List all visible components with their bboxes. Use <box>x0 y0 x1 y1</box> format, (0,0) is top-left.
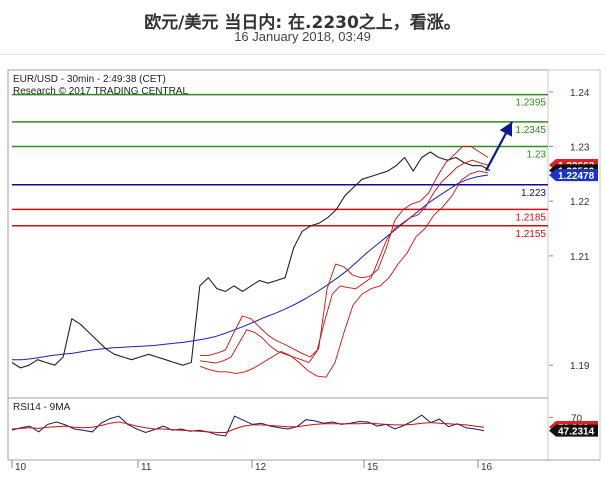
price-tag-label-2: 1.22478 <box>558 171 595 182</box>
y-axis-strip <box>547 69 601 461</box>
price-line <box>11 151 491 369</box>
y-tick-label-0: 1.24 <box>570 88 590 99</box>
forecast-arrowhead <box>499 121 513 137</box>
level-label-3: 1.223 <box>521 188 546 199</box>
rsi-panel <box>7 397 549 461</box>
header-divider <box>0 54 605 55</box>
x-tick-label-4: 16 <box>481 462 493 473</box>
rsi-ma-line <box>11 421 485 433</box>
level-label-4: 1.2185 <box>515 212 546 223</box>
chart-layer: 1.2395 1.2345 1.23 1.223 1.2185 1.2155 1.24 1.2… <box>11 88 598 473</box>
x-tick-label-3: 15 <box>367 462 379 473</box>
bollinger-lower-band <box>199 170 489 378</box>
level-label-1: 1.2345 <box>515 125 546 136</box>
y-tick-label-2: 1.22 <box>570 197 590 208</box>
chart-title: EUR/USD - 30min - 2:49:38 (CET) <box>13 74 166 85</box>
main-panel <box>7 69 549 399</box>
level-label-5: 1.2155 <box>515 229 546 240</box>
page-title: 欧元/美元 当日内: 在.2230之上，看涨。 <box>144 13 461 33</box>
x-tick-label-1: 11 <box>141 462 152 473</box>
page-subtitle: 16 January 2018, 03:49 <box>234 29 371 44</box>
rsi-y-tick-label-0: 70 <box>571 413 583 424</box>
rsi-tag-1 <box>549 424 598 437</box>
level-label-0: 1.2395 <box>515 98 546 109</box>
bollinger-middle-band <box>199 159 489 364</box>
y-tick-label-4: 1.19 <box>570 361 590 372</box>
bollinger-upper-band <box>200 146 489 358</box>
rsi-tag-label-1: 47.2314 <box>558 427 595 438</box>
level-label-2: 1.23 <box>527 150 547 161</box>
price-tag-2 <box>549 169 598 182</box>
x-tick-label-0: 10 <box>15 462 27 473</box>
rsi-title: RSI14 - 9MA <box>13 402 71 413</box>
y-tick-label-3: 1.21 <box>570 252 590 263</box>
y-tick-label-1: 1.23 <box>570 143 590 154</box>
x-tick-label-2: 12 <box>255 462 267 473</box>
chart-credit: Research © 2017 TRADING CENTRAL <box>13 86 188 97</box>
